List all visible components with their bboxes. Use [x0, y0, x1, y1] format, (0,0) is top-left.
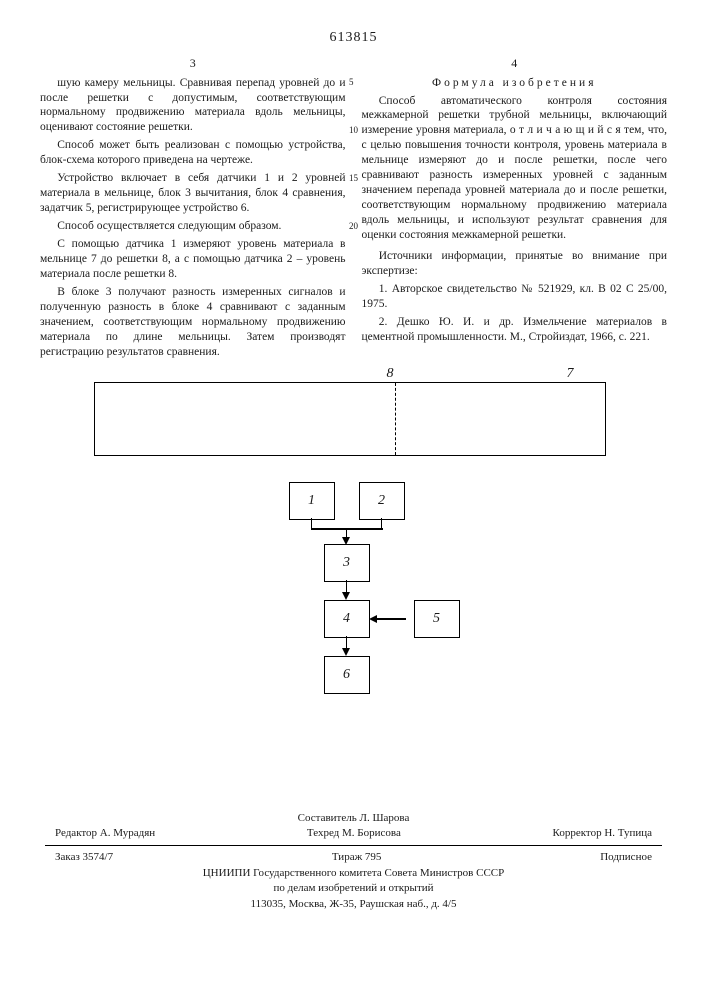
footer-row-order: Заказ 3574/7 Тираж 795 Подписное: [0, 850, 707, 865]
box-4: 4: [324, 600, 370, 638]
left-para: Устройство включает в себя датчики 1 и 2…: [40, 171, 346, 216]
techred: Техред М. Борисова: [307, 826, 401, 841]
col-num-left: 3: [40, 56, 346, 72]
source-item: 2. Дешко Ю. И. и др. Измельчение материа…: [362, 315, 668, 345]
left-para: С помощью датчика 1 измеряют уровень мат…: [40, 237, 346, 282]
box-3: 3: [324, 544, 370, 582]
formula-heading: Формула изобретения: [362, 76, 668, 91]
right-main-para: Способ автоматического контроля состояни…: [362, 94, 668, 243]
box-6: 6: [324, 656, 370, 694]
line-num: 15: [349, 174, 358, 183]
compiler: Составитель Л. Шарова: [0, 811, 707, 826]
tirazh: Тираж 795: [332, 850, 382, 865]
footer-rule: [45, 845, 662, 846]
footer-address: 113035, Москва, Ж-35, Раушская наб., д. …: [0, 897, 707, 912]
left-column: 3 шую камеру мельницы. Сравнивая перепад…: [40, 56, 346, 362]
footer-org: ЦНИИПИ Государственного комитета Совета …: [0, 866, 707, 881]
box-1: 1: [289, 482, 335, 520]
line-num: 10: [349, 126, 358, 135]
diagram-label-7: 7: [567, 366, 574, 382]
footer-org2: по делам изобретений и открытий: [0, 881, 707, 896]
left-para: Способ может быть реализован с помощью у…: [40, 138, 346, 168]
mill-rect: [94, 382, 606, 456]
line: [381, 518, 383, 528]
corrector: Корректор Н. Тупица: [553, 826, 652, 841]
line: [376, 618, 406, 620]
right-column: 4 Формула изобретения Способ автоматичес…: [362, 56, 668, 362]
source-item: 1. Авторское свидетельство № 521929, кл.…: [362, 282, 668, 312]
box-5: 5: [414, 600, 460, 638]
arrow-down-icon: [342, 592, 350, 600]
arrow-left-icon: [369, 615, 377, 623]
page: 613815 3 шую камеру мельницы. Сравнивая …: [0, 0, 707, 712]
patent-number: 613815: [40, 30, 667, 46]
footer: Составитель Л. Шарова Редактор А. Мурадя…: [0, 811, 707, 912]
line-num: 5: [349, 78, 358, 87]
sources-heading: Источники информации, принятые во вниман…: [362, 249, 668, 279]
grate-dashed-line: [395, 383, 396, 455]
left-para: В блоке 3 получают разность измеренных с…: [40, 285, 346, 360]
editor: Редактор А. Мурадян: [55, 826, 155, 841]
left-para: Способ осуществляется следующим образом.: [40, 219, 346, 234]
podpisnoe: Подписное: [600, 850, 652, 865]
footer-row-credits: Редактор А. Мурадян Техред М. Борисова К…: [0, 826, 707, 841]
line-num: 20: [349, 222, 358, 231]
box-2: 2: [359, 482, 405, 520]
line: [311, 518, 313, 528]
line-numbers: 5 10 15 20: [349, 78, 358, 270]
block-diagram: 8 7 1 2 3 4 5 6: [94, 382, 614, 692]
col-num-right: 4: [362, 56, 668, 72]
diagram-label-8: 8: [387, 366, 394, 382]
order: Заказ 3574/7: [55, 850, 113, 865]
arrow-down-icon: [342, 648, 350, 656]
left-para: шую камеру мельницы. Сравнивая перепад у…: [40, 76, 346, 136]
